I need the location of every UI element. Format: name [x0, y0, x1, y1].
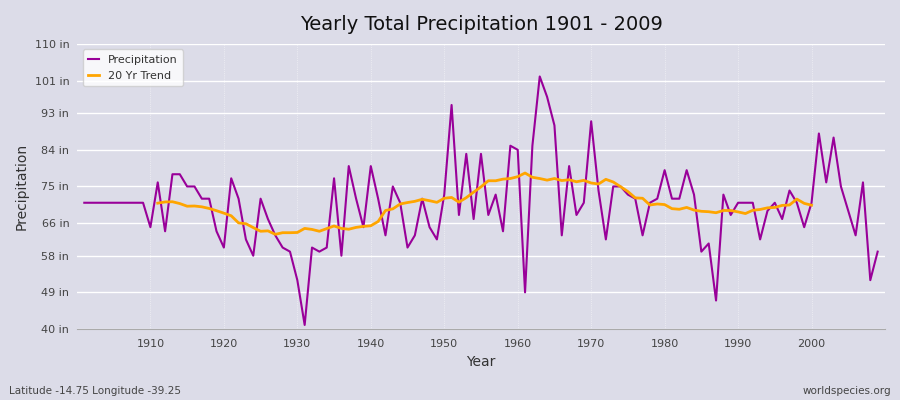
Text: Latitude -14.75 Longitude -39.25: Latitude -14.75 Longitude -39.25: [9, 386, 181, 396]
20 Yr Trend: [270, 232, 281, 237]
Precipitation: [79, 200, 90, 205]
20 Yr Trend: [519, 171, 530, 176]
Title: Yearly Total Precipitation 1901 - 2009: Yearly Total Precipitation 1901 - 2009: [300, 15, 662, 34]
Legend: Precipitation, 20 Yr Trend: Precipitation, 20 Yr Trend: [83, 50, 184, 86]
Text: worldspecies.org: worldspecies.org: [803, 386, 891, 396]
Precipitation: [615, 184, 626, 189]
Precipitation: [512, 147, 523, 152]
20 Yr Trend: [806, 203, 817, 208]
20 Yr Trend: [711, 210, 722, 215]
20 Yr Trend: [791, 197, 802, 202]
Line: Precipitation: Precipitation: [85, 76, 878, 325]
Precipitation: [351, 196, 362, 201]
Precipitation: [519, 290, 530, 295]
20 Yr Trend: [358, 224, 369, 229]
20 Yr Trend: [152, 201, 163, 206]
Precipitation: [535, 74, 545, 79]
Precipitation: [307, 245, 318, 250]
20 Yr Trend: [623, 189, 634, 194]
Y-axis label: Precipitation: Precipitation: [15, 143, 29, 230]
Precipitation: [300, 322, 310, 327]
Precipitation: [138, 200, 148, 205]
20 Yr Trend: [240, 221, 251, 226]
Precipitation: [872, 249, 883, 254]
20 Yr Trend: [725, 208, 736, 213]
Line: 20 Yr Trend: 20 Yr Trend: [158, 173, 812, 234]
X-axis label: Year: Year: [466, 355, 496, 369]
